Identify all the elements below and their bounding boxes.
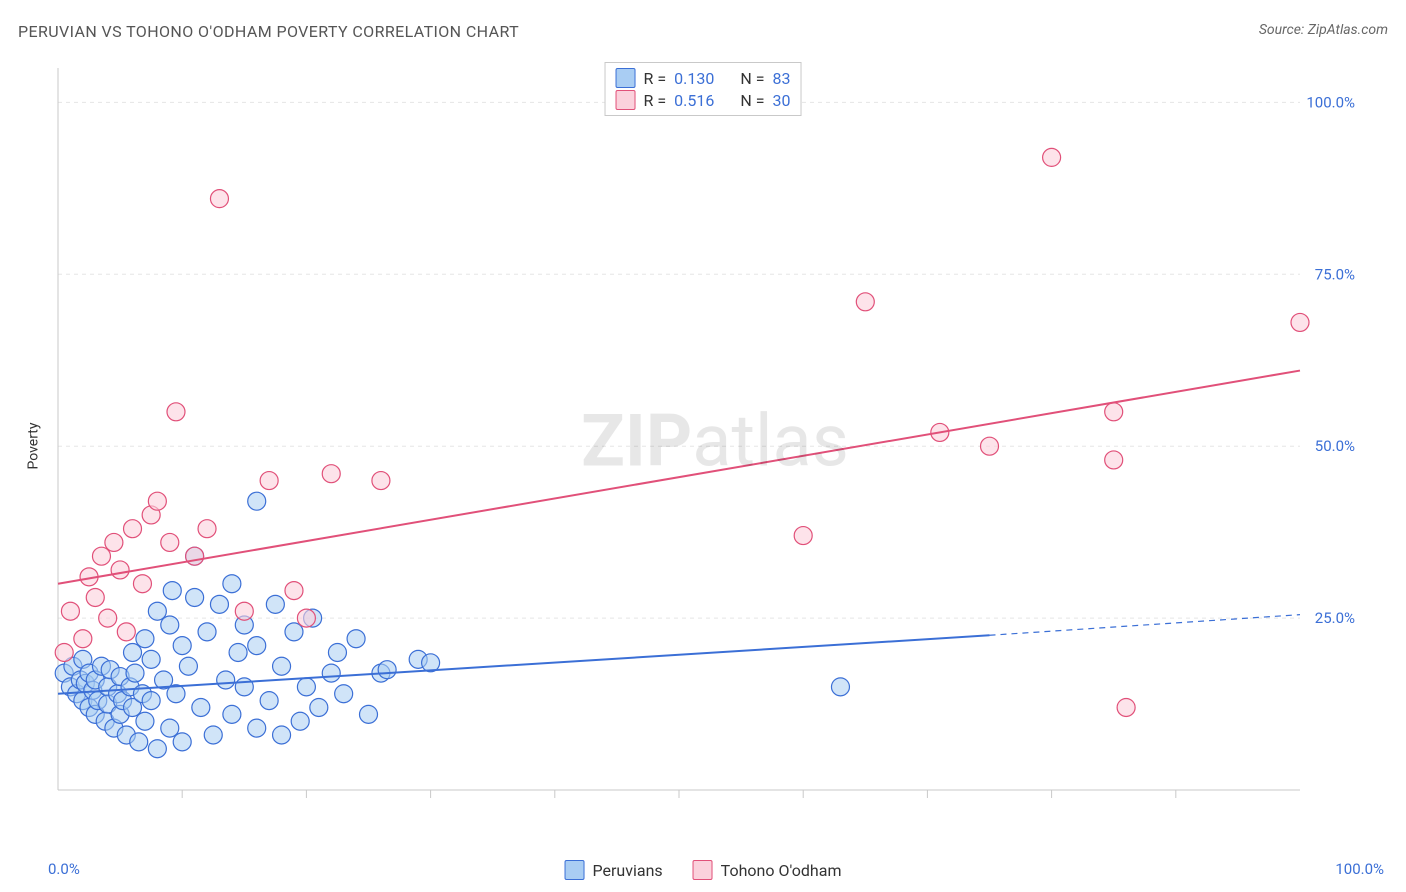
r-value: 0.516 bbox=[674, 91, 714, 110]
legend-item-tohono: Tohono O'odham bbox=[693, 860, 842, 880]
chart-title: PERUVIAN VS TOHONO O'ODHAM POVERTY CORRE… bbox=[18, 22, 519, 41]
swatch-icon bbox=[565, 860, 585, 880]
scatter-chart-svg: 25.0% 50.0% 75.0% 100.0% bbox=[50, 60, 1380, 830]
y-axis-label: Poverty bbox=[26, 422, 42, 469]
swatch-icon bbox=[616, 90, 636, 110]
legend-label: Peruvians bbox=[593, 861, 663, 880]
r-value: 0.130 bbox=[674, 69, 714, 88]
svg-text:100.0%: 100.0% bbox=[1306, 93, 1355, 111]
legend-row-peruvians: R = 0.130 N = 83 bbox=[616, 67, 791, 89]
chart-container: PERUVIAN VS TOHONO O'ODHAM POVERTY CORRE… bbox=[0, 0, 1406, 892]
series-legend: Peruvians Tohono O'odham bbox=[565, 860, 842, 880]
svg-text:50.0%: 50.0% bbox=[1315, 437, 1355, 455]
legend-item-peruvians: Peruvians bbox=[565, 860, 663, 880]
n-value: 30 bbox=[772, 91, 790, 110]
x-axis-min-label: 0.0% bbox=[48, 860, 80, 878]
r-label: R = bbox=[644, 91, 667, 110]
legend-label: Tohono O'odham bbox=[721, 861, 842, 880]
correlation-legend: R = 0.130 N = 83 R = 0.516 N = 30 bbox=[605, 62, 802, 116]
svg-text:25.0%: 25.0% bbox=[1315, 609, 1355, 627]
svg-text:75.0%: 75.0% bbox=[1315, 265, 1355, 283]
n-label: N = bbox=[740, 91, 764, 110]
swatch-icon bbox=[693, 860, 713, 880]
x-axis-max-label: 100.0% bbox=[1335, 860, 1384, 878]
r-label: R = bbox=[644, 69, 667, 88]
n-label: N = bbox=[740, 69, 764, 88]
n-value: 83 bbox=[772, 69, 790, 88]
legend-row-tohono: R = 0.516 N = 30 bbox=[616, 89, 791, 111]
plot-area: 25.0%50.0%75.0%100.0% ZIPatlas bbox=[50, 60, 1380, 830]
swatch-icon bbox=[616, 68, 636, 88]
source-attribution: Source: ZipAtlas.com bbox=[1259, 22, 1388, 38]
